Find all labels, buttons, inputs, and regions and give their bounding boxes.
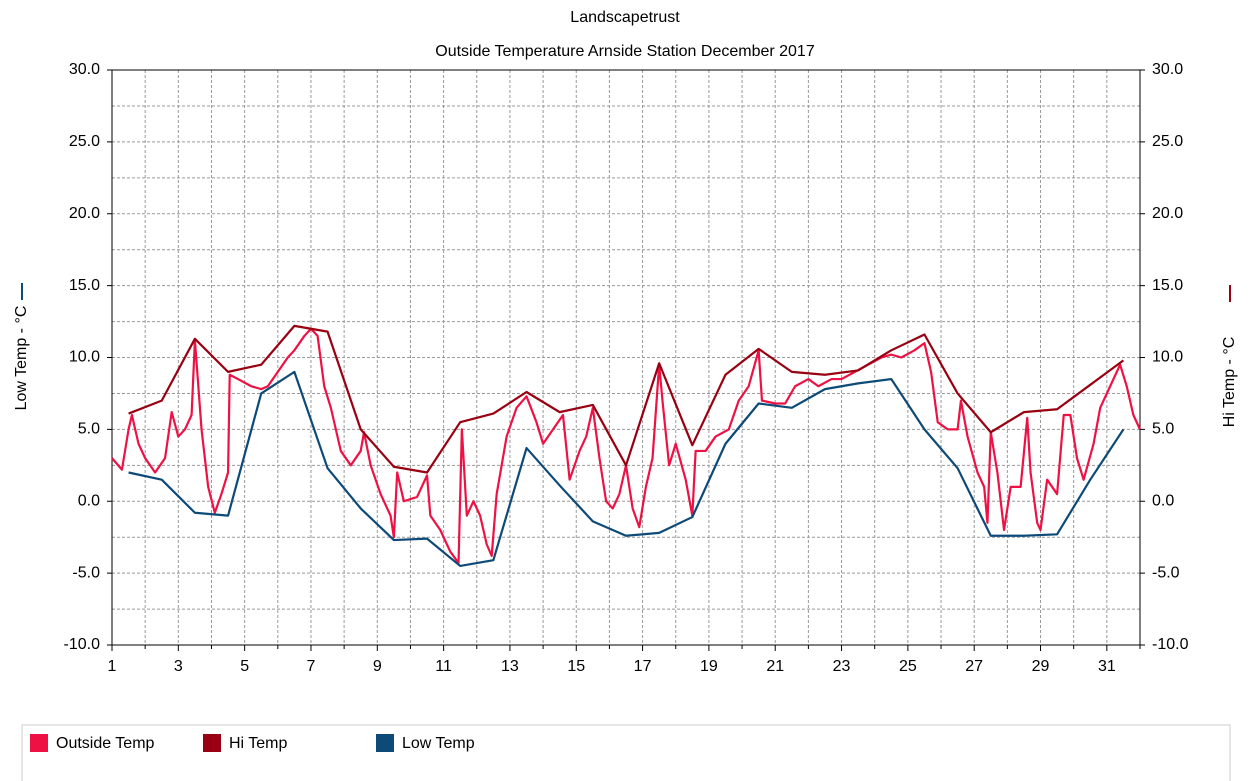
- legend-swatch: [30, 734, 48, 752]
- y-tick-label: 5.0: [78, 421, 100, 438]
- y-tick-label: -10.0: [64, 636, 101, 653]
- legend-swatch: [203, 734, 221, 752]
- x-tick-label: 17: [634, 658, 652, 675]
- x-tick-label: 3: [174, 658, 183, 675]
- legend-swatch: [376, 734, 394, 752]
- x-tick-label: 19: [700, 658, 718, 675]
- x-tick-label: 25: [899, 658, 917, 675]
- y2-tick-label: 0.0: [1152, 492, 1174, 509]
- series-line: [128, 324, 1125, 474]
- y2-tick-label: 10.0: [1152, 349, 1183, 366]
- y2-tick-label: 25.0: [1152, 133, 1183, 150]
- y2-tick-label: -5.0: [1152, 564, 1180, 581]
- y2-tick-label: 5.0: [1152, 421, 1174, 438]
- x-tick-label: 9: [373, 658, 382, 675]
- y2-tick-label: 30.0: [1152, 61, 1183, 78]
- y-tick-label: 20.0: [69, 205, 100, 222]
- x-tick-label: 13: [501, 658, 519, 675]
- y2-axis-label: Hi Temp - °C: [1221, 337, 1238, 428]
- y-tick-label: 15.0: [69, 277, 100, 294]
- x-tick-label: 31: [1098, 658, 1116, 675]
- y2-tick-label: 15.0: [1152, 277, 1183, 294]
- y-tick-label: 0.0: [78, 492, 100, 509]
- y2-tick-label: -10.0: [1152, 636, 1189, 653]
- y-tick-label: 10.0: [69, 349, 100, 366]
- x-tick-label: 11: [435, 658, 452, 675]
- y-tick-label: -5.0: [72, 564, 100, 581]
- legend-label: Outside Temp: [56, 735, 155, 752]
- chart-subtitle: Outside Temperature Arnside Station Dece…: [435, 43, 815, 60]
- legend-label: Low Temp: [402, 735, 475, 752]
- x-tick-label: 21: [766, 658, 784, 675]
- series-line: [111, 327, 1141, 565]
- y-tick-label: 30.0: [69, 61, 100, 78]
- legend-label: Hi Temp: [229, 735, 287, 752]
- x-tick-label: 27: [965, 658, 983, 675]
- y-tick-label: 25.0: [69, 133, 100, 150]
- legend-box: [21, 724, 1231, 781]
- series-line: [128, 370, 1125, 568]
- x-tick-label: 23: [833, 658, 851, 675]
- x-tick-label: 1: [108, 658, 117, 675]
- y2-tick-label: 20.0: [1152, 205, 1183, 222]
- x-tick-label: 5: [240, 658, 249, 675]
- x-tick-label: 29: [1032, 658, 1050, 675]
- x-tick-label: 15: [567, 658, 585, 675]
- chart-title: Landscapetrust: [570, 9, 680, 26]
- x-tick-label: 7: [307, 658, 316, 675]
- y-axis-label: Low Temp - °C: [13, 306, 30, 411]
